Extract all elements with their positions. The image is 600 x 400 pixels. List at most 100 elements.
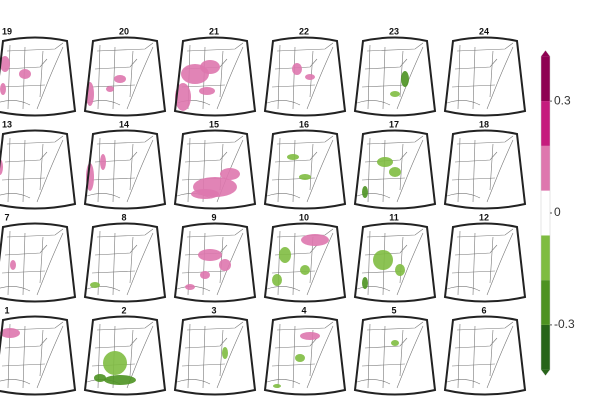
border-line bbox=[22, 139, 26, 203]
map-frame-fill bbox=[85, 316, 165, 395]
anomaly-patch bbox=[391, 340, 399, 346]
anomaly-patch bbox=[301, 234, 329, 246]
anomaly-patch bbox=[295, 354, 305, 362]
border-line bbox=[366, 321, 424, 331]
border-line bbox=[292, 232, 296, 296]
panel-label: 1 bbox=[4, 305, 9, 315]
map-frame-fill bbox=[265, 316, 345, 395]
border-line bbox=[96, 321, 154, 331]
colorbar-segment bbox=[541, 101, 550, 146]
map-frame-fill bbox=[355, 223, 435, 302]
anomaly-patch bbox=[185, 284, 195, 290]
border-line bbox=[6, 42, 64, 52]
border-line bbox=[0, 100, 31, 106]
border-line bbox=[112, 46, 116, 110]
map-frame bbox=[263, 222, 347, 303]
map-frame-fill bbox=[445, 223, 525, 302]
colorbar-outline bbox=[540, 49, 551, 377]
colorbar-arrow-top bbox=[541, 50, 550, 57]
anomaly-patch bbox=[191, 189, 219, 199]
border-line bbox=[86, 286, 121, 292]
map-frame bbox=[353, 315, 437, 396]
border-line bbox=[129, 329, 134, 377]
colorbar-segment bbox=[541, 324, 550, 370]
anomaly-patch bbox=[0, 83, 6, 95]
anomaly-patch bbox=[199, 87, 215, 95]
map-frame bbox=[263, 315, 347, 396]
border-line bbox=[97, 44, 101, 110]
border-line bbox=[126, 139, 154, 203]
map-frame-fill bbox=[265, 130, 345, 209]
border-line bbox=[364, 58, 408, 70]
anomaly-patch bbox=[279, 247, 291, 263]
map-panel: 1 bbox=[0, 305, 77, 396]
map-panel: 11 bbox=[353, 212, 437, 303]
border-line bbox=[36, 46, 64, 110]
border-line bbox=[456, 321, 514, 331]
panel-label: 11 bbox=[389, 212, 399, 222]
border-line bbox=[219, 236, 224, 284]
anomaly-patch bbox=[305, 74, 315, 80]
border-line bbox=[276, 228, 334, 238]
border-line bbox=[454, 58, 498, 70]
border-line bbox=[274, 58, 318, 70]
anomaly-patch bbox=[273, 384, 281, 388]
anomaly-patch bbox=[0, 56, 10, 72]
border-line bbox=[112, 232, 116, 296]
anomaly-patch bbox=[222, 347, 228, 359]
anomaly-patch bbox=[200, 60, 220, 74]
border-line bbox=[306, 46, 334, 110]
anomaly-patch bbox=[390, 91, 400, 97]
map-frame bbox=[173, 222, 257, 303]
border-line bbox=[364, 337, 408, 349]
border-line bbox=[457, 230, 461, 296]
map-frame bbox=[83, 315, 167, 396]
border-line bbox=[486, 325, 514, 389]
map-panel: 6 bbox=[443, 305, 527, 396]
border-line bbox=[186, 228, 244, 238]
map-frame-fill bbox=[175, 316, 255, 395]
map-frame-fill bbox=[265, 37, 345, 116]
map-frame bbox=[83, 222, 167, 303]
anomaly-patch bbox=[94, 374, 106, 382]
map-frame-fill bbox=[85, 223, 165, 302]
map-frame bbox=[263, 129, 347, 210]
anomaly-patch bbox=[362, 277, 368, 289]
colorbar-tick-label: -0.3 bbox=[554, 317, 575, 331]
panel-label: 13 bbox=[2, 119, 12, 129]
map-frame bbox=[83, 129, 167, 210]
map-panel: 24 bbox=[443, 26, 527, 117]
border-line bbox=[129, 236, 134, 284]
border-line bbox=[4, 151, 48, 163]
border-line bbox=[126, 46, 154, 110]
border-line bbox=[306, 232, 334, 296]
anomaly-patch bbox=[389, 167, 401, 177]
map-panel: 18 bbox=[443, 119, 527, 210]
anomaly-patch bbox=[300, 332, 320, 340]
border-line bbox=[472, 232, 476, 296]
map-frame bbox=[173, 36, 257, 117]
border-line bbox=[266, 379, 301, 385]
border-line bbox=[186, 135, 244, 145]
border-line bbox=[367, 137, 371, 203]
border-line bbox=[39, 236, 44, 284]
colorbar-arrow-bottom bbox=[541, 369, 550, 376]
panel-label: 22 bbox=[299, 26, 309, 36]
border-line bbox=[489, 329, 494, 377]
map-frame bbox=[353, 222, 437, 303]
panel-label: 8 bbox=[121, 212, 126, 222]
border-line bbox=[446, 379, 481, 385]
border-line bbox=[0, 379, 31, 385]
border-line bbox=[6, 228, 64, 238]
border-line bbox=[0, 286, 31, 292]
border-line bbox=[39, 329, 44, 377]
anomaly-patch bbox=[90, 282, 100, 288]
map-panel: 13 bbox=[0, 119, 77, 210]
anomaly-patch bbox=[373, 250, 393, 270]
border-line bbox=[399, 50, 404, 98]
map-frame-fill bbox=[355, 37, 435, 116]
anomaly-patch bbox=[19, 69, 31, 79]
border-line bbox=[396, 325, 424, 389]
border-line bbox=[382, 139, 386, 203]
map-frame bbox=[443, 129, 527, 210]
